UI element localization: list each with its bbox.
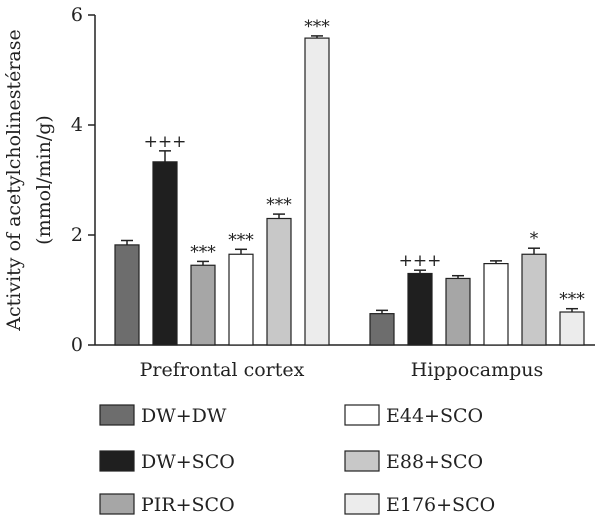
significance-label: *** <box>559 290 585 310</box>
bar <box>304 37 330 346</box>
bar <box>483 263 509 346</box>
bar <box>152 161 178 346</box>
bars: +++************+++**** <box>114 17 585 346</box>
legend-label: E176+SCO <box>386 494 495 516</box>
bar <box>228 253 254 346</box>
y-tick-label: 4 <box>71 114 83 136</box>
bar <box>114 244 140 346</box>
y-tick-label: 0 <box>71 334 83 356</box>
bar <box>521 253 547 346</box>
legend-swatch <box>99 450 135 472</box>
significance-label: * <box>530 229 539 249</box>
bar <box>407 272 433 346</box>
significance-label: *** <box>190 242 216 262</box>
bar <box>445 277 471 346</box>
significance-label: +++ <box>144 132 187 152</box>
legend-label: PIR+SCO <box>141 494 235 516</box>
bar <box>369 313 395 346</box>
legend-swatch <box>99 493 135 515</box>
legend-label: DW+SCO <box>141 451 235 473</box>
y-tick-label: 2 <box>71 224 83 246</box>
y-axis-label-unit: (mmol/min/g) <box>33 115 55 245</box>
bar <box>190 264 216 346</box>
y-axis-label: Activity of acetylcholinestérase <box>3 29 25 331</box>
legend-label: DW+DW <box>141 405 227 427</box>
legend-label: E88+SCO <box>386 451 483 473</box>
legend-swatch <box>344 450 380 472</box>
x-category-label: Prefrontal cortex <box>140 359 305 381</box>
axes: 0 2 4 6 Activity of acetylcholinestérase (mmo… <box>3 4 595 381</box>
y-tick-label: 6 <box>71 4 83 26</box>
legend-label: E44+SCO <box>386 405 483 427</box>
legend-swatch <box>99 404 135 426</box>
bar <box>559 311 585 346</box>
x-category-label: Hippocampus <box>411 359 544 381</box>
bar <box>266 217 292 346</box>
legend: DW+DW DW+SCO PIR+SCO E44+SCO E88+SCO E176+SCO <box>99 404 495 516</box>
significance-label: *** <box>304 17 330 37</box>
legend-swatch <box>344 404 380 426</box>
significance-label: *** <box>228 230 254 250</box>
significance-label: +++ <box>399 251 442 271</box>
legend-swatch <box>344 493 380 515</box>
significance-label: *** <box>266 195 292 215</box>
